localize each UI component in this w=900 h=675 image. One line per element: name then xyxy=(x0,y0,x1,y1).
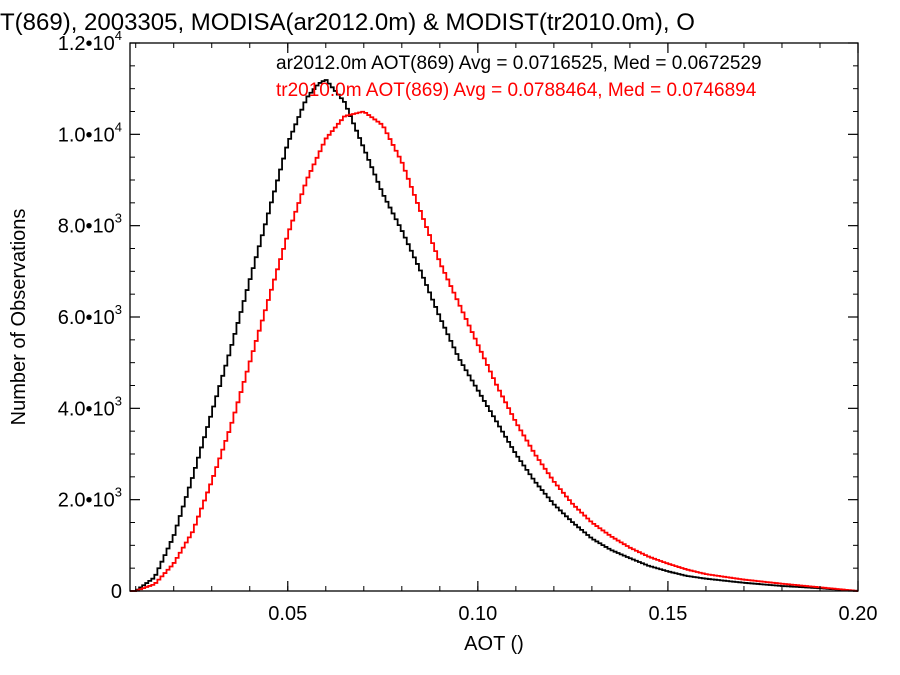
y-tick-label: 2.0•103 xyxy=(58,485,122,512)
y-tick-label: 1.2•104 xyxy=(58,28,122,55)
x-tick-label: 0.15 xyxy=(648,603,687,625)
series-line-tr2010.0m xyxy=(130,110,858,592)
y-tick-mantissa: 1.2•10 xyxy=(58,33,115,55)
y-axis-label: Number of Observations xyxy=(8,209,30,426)
y-tick-exponent: 4 xyxy=(115,28,122,43)
y-tick-exponent: 3 xyxy=(115,393,122,408)
y-tick-exponent: 3 xyxy=(115,485,122,500)
y-tick-mantissa: 1.0•10 xyxy=(58,124,115,146)
y-tick-label: 1.0•104 xyxy=(58,119,122,146)
plot-series xyxy=(130,79,858,592)
y-tick-label: 6.0•103 xyxy=(58,302,122,329)
y-tick-mantissa: 2.0•10 xyxy=(58,490,115,512)
y-tick-exponent: 3 xyxy=(115,302,122,317)
x-tick-label: 0.20 xyxy=(839,603,878,625)
x-tick-label: 0.10 xyxy=(458,603,497,625)
chart-title: T(869), 2003305, MODISA(ar2012.0m) & MOD… xyxy=(0,9,695,36)
y-tick-mantissa: 0 xyxy=(111,581,122,603)
y-tick-mantissa: 8.0•10 xyxy=(58,216,115,238)
annotation-ar2012: ar2012.0m AOT(869) Avg = 0.0716525, Med … xyxy=(276,53,762,74)
y-tick-mantissa: 4.0•10 xyxy=(58,398,115,420)
y-tick-exponent: 3 xyxy=(115,211,122,226)
x-axis-label: AOT () xyxy=(464,633,524,655)
annotation-tr2010: tr2010.0m AOT(869) Avg = 0.0788464, Med … xyxy=(276,80,757,101)
y-tick-label: 8.0•103 xyxy=(58,211,122,238)
y-tick-label: 4.0•103 xyxy=(58,393,122,420)
x-tick-label: 0.05 xyxy=(268,603,307,625)
y-tick-label: 0 xyxy=(111,581,122,603)
y-tick-mantissa: 6.0•10 xyxy=(58,307,115,329)
series-line-ar2012.0m xyxy=(130,79,858,592)
y-axis: 02.0•1034.0•1036.0•1038.0•1031.0•1041.2•… xyxy=(58,28,858,603)
y-tick-exponent: 4 xyxy=(115,119,122,134)
x-axis: 0.05 0.10 0.15 0.20 xyxy=(135,43,878,625)
